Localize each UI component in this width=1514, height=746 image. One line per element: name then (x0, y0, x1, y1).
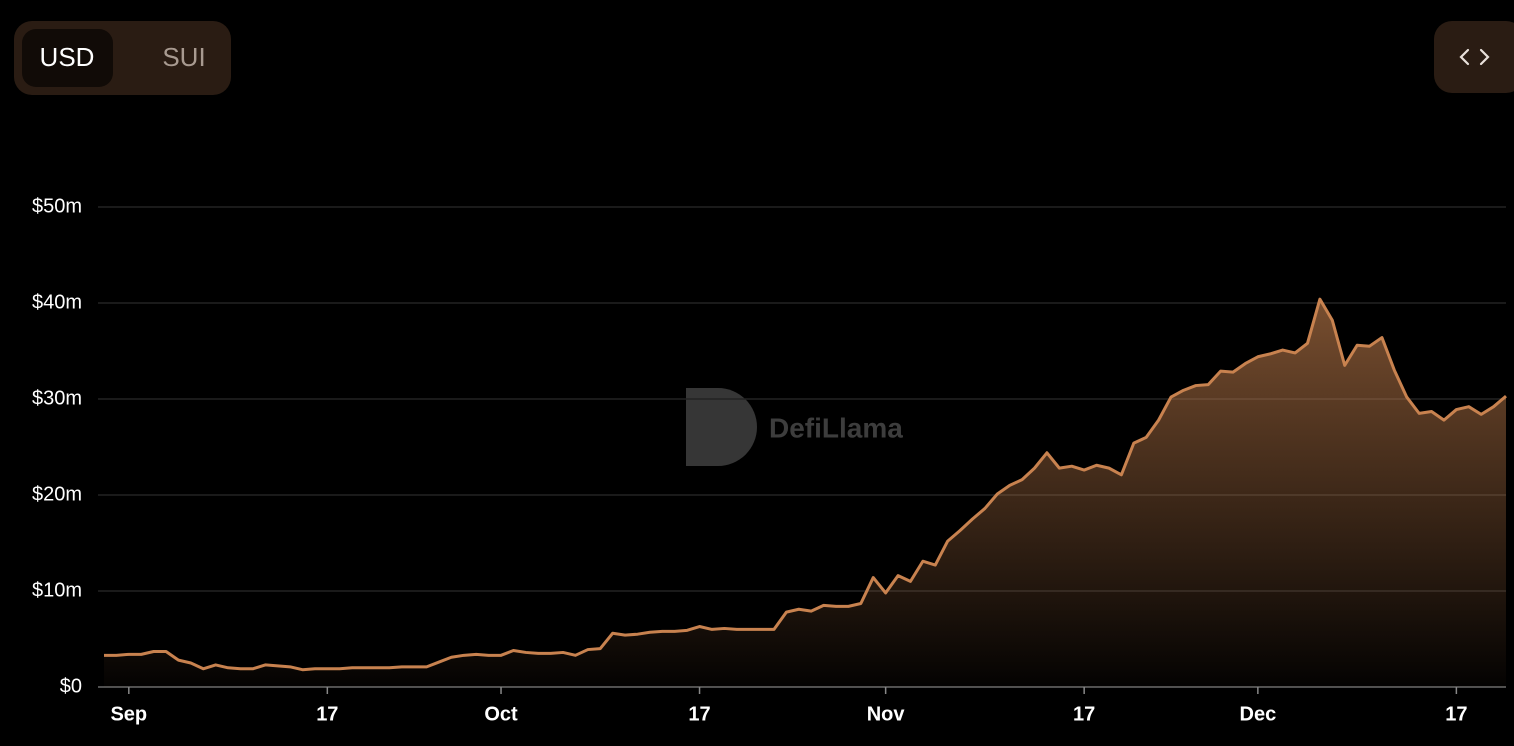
x-tick-label: Oct (484, 703, 518, 725)
x-tick-label: Nov (867, 703, 906, 725)
y-tick-label: $20m (32, 483, 82, 505)
embed-icon (1459, 48, 1490, 66)
line (104, 297, 1507, 672)
watermark: DefiLlama (686, 388, 903, 466)
area (104, 299, 1506, 687)
x-tick-label: 17 (316, 703, 338, 725)
x-tick-label: 17 (1445, 703, 1467, 725)
watermark-logo (686, 388, 757, 466)
y-tick-label: $50m (32, 195, 82, 217)
watermark-text: DefiLlama (769, 412, 903, 443)
toggle-option[interactable]: SUI (162, 42, 205, 72)
plot: $0 $10m $20m $30m $40m $50m Sep 17 Oct 17 Nov 17 Dec… (32, 195, 1507, 725)
y-tick-label: $0 (60, 675, 82, 697)
y-tick-label: $10m (32, 579, 82, 601)
x-tick-label: Dec (1240, 703, 1277, 725)
y-tick-label: $30m (32, 387, 82, 409)
toggle-selected[interactable] (22, 29, 113, 87)
x-tick-label: Sep (110, 703, 147, 725)
x-tick-label: 17 (1073, 703, 1095, 725)
x-tick-label: 17 (688, 703, 710, 725)
y-tick-label: $40m (32, 291, 82, 313)
toggle-option[interactable]: USD (40, 42, 95, 72)
embed-button[interactable] (1434, 21, 1514, 93)
